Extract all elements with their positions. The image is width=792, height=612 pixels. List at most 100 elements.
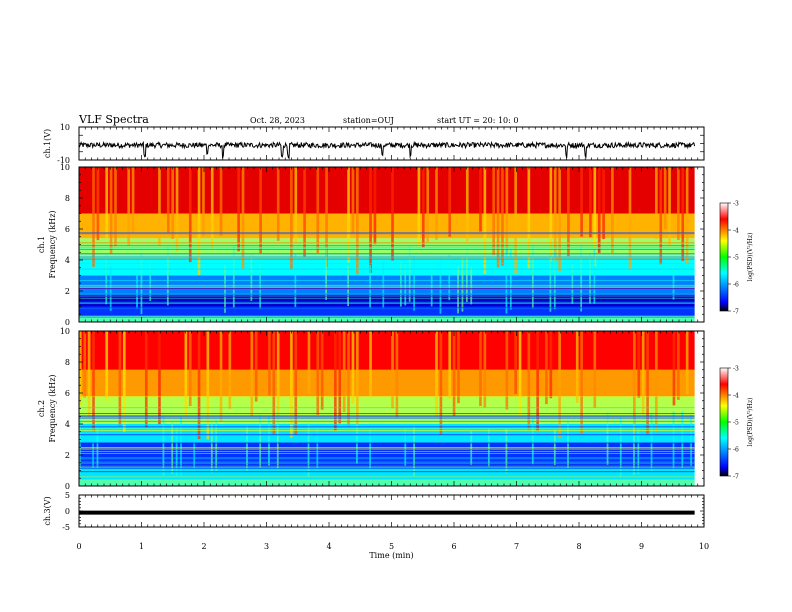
- ch1-spectrogram-streak: [232, 246, 235, 308]
- ch2-spectrogram-ytick-label: 0: [65, 482, 70, 491]
- ch2-spectrogram-band: [79, 369, 695, 397]
- ch1-spectrogram-streak: [276, 167, 280, 241]
- ch1-spectrogram-streak: [505, 248, 508, 314]
- time-tick-label: 8: [576, 542, 581, 551]
- ch1-spectrogram-streak: [290, 167, 293, 270]
- time-tick-label: 6: [451, 542, 456, 551]
- time-tick-label: 2: [201, 542, 206, 551]
- ch1-spectrogram-streak: [549, 167, 553, 262]
- ch1-spectrogram-streak: [448, 167, 452, 237]
- ch1-spectrogram-streak: [505, 167, 509, 253]
- ch2-spectrogram-streak: [527, 331, 531, 430]
- ch1-spectrogram-streak: [109, 167, 113, 255]
- ch1-spectrogram-streak: [259, 167, 262, 254]
- ch3-waveform-ytick-label: 5: [65, 491, 70, 500]
- ch1-colorbar-label: log(PSD)(V²/Hz): [747, 233, 754, 282]
- ch1-spectrogram-streak: [461, 255, 464, 312]
- ch1-spectrogram-panel: 0 2 4 6 8 10 ch.1 Frequency (kHz): [37, 163, 705, 327]
- station-label: station=OUJ: [343, 116, 394, 125]
- ch1-spectrogram-streak: [597, 167, 601, 253]
- ch2-spectrogram-streak: [404, 429, 407, 467]
- ch1-spectrogram-streak: [677, 167, 680, 241]
- time-tick-label: 7: [514, 542, 519, 551]
- ch2-spectrogram-streak: [105, 331, 109, 402]
- ch1-spectrogram-streak: [316, 167, 320, 254]
- ch2-spectrogram-ytick-label: 6: [65, 389, 70, 398]
- ch1-waveform-ytick-label: -10: [57, 156, 70, 165]
- ch1-spectrogram-streak: [158, 167, 161, 246]
- ch2-spectrogram-streak: [162, 415, 165, 476]
- ch2-spectrogram-streak: [79, 418, 81, 475]
- ch2-spectrogram-streak: [672, 331, 676, 406]
- time-tick-label: 5: [389, 542, 394, 551]
- time-axis: 0 1 2 3 4 5 6 7 8 9 10 Time (min): [76, 542, 709, 560]
- ch2-spectrogram-streak: [483, 331, 487, 408]
- ch2-colorbar-tick-label: -7: [733, 474, 739, 481]
- ch1-colorbar-tick-label: -5: [733, 255, 739, 262]
- ch1-spectrogram-streak: [114, 167, 117, 247]
- ch2-spectrogram-streak: [175, 426, 178, 476]
- ch2-spectrogram-streak: [215, 420, 218, 473]
- ch2-spectrogram-streak: [391, 331, 394, 409]
- ch1-spectrogram-streak: [483, 167, 487, 275]
- ch2-spectrogram-streak: [347, 331, 350, 426]
- ch1-spectrogram-streak: [580, 167, 583, 237]
- ch1-spectrogram-streak: [259, 262, 262, 309]
- ch2-spectrogram-ytick-label: 4: [65, 420, 70, 429]
- ch2-spectrogram-streak: [351, 331, 355, 404]
- ch1-spectrogram-streak: [589, 167, 592, 238]
- ch1-spectrogram-band: [79, 275, 695, 295]
- ch1-waveform-panel: 10 -10 ch.1(V): [43, 123, 705, 165]
- ch2-spectrogram-streak: [558, 331, 561, 439]
- ch2-spectrogram-streak: [83, 331, 87, 398]
- ch1-spectrogram-streak: [558, 167, 561, 272]
- ch2-spectrogram-streak: [250, 331, 254, 417]
- ch2-spectrogram-streak: [531, 417, 534, 465]
- ch2-spectrogram-streak: [254, 331, 258, 402]
- ch2-spectrogram-streak: [197, 331, 201, 440]
- ch2-spectrogram-streak: [448, 331, 452, 399]
- ch2-colorbar: -3 -4 -5 -6 -7 log(PSD)(V²/Hz): [719, 366, 754, 481]
- ch2-spectrogram-streak: [259, 415, 262, 468]
- ch1-spectrogram-streak: [105, 255, 108, 305]
- ch2-spectrogram-streak: [439, 331, 443, 435]
- ch1-spectrogram-streak: [369, 167, 372, 273]
- ch1-spectrogram-streak: [197, 167, 201, 276]
- ch1-spectrogram-band: [79, 256, 695, 276]
- ch2-spectrogram-streak: [479, 331, 482, 407]
- ch2-spectrogram-streak: [338, 331, 342, 424]
- ch1-spectrogram-streak: [580, 245, 583, 312]
- ch1-spectrogram-ylabel-frequency: Frequency (kHz): [48, 210, 57, 278]
- ch2-spectrogram-streak: [685, 331, 689, 395]
- ch2-spectrogram-streak: [290, 331, 293, 438]
- ch1-spectrogram-streak: [250, 255, 253, 301]
- ch1-waveform-trace: [78, 140, 696, 160]
- ch1-spectrogram-streak: [628, 167, 632, 270]
- ch2-spectrogram-streak: [505, 429, 508, 473]
- ch2-spectrogram-streak: [606, 412, 609, 465]
- ch2-colorbar-tick-label: -6: [733, 447, 739, 454]
- ch1-spectrogram-band: [79, 167, 695, 214]
- ch1-spectrogram-streak: [593, 167, 597, 267]
- ch2-spectrogram-streak: [307, 331, 311, 394]
- ch1-spectrogram-streak: [553, 167, 557, 262]
- ch2-spectrogram-streak: [206, 331, 210, 440]
- ch2-spectrogram-streak: [320, 331, 324, 410]
- ch2-spectrogram-ytick-label: 10: [60, 327, 70, 336]
- time-axis-label: Time (min): [369, 551, 413, 560]
- ch2-spectrogram-streak: [452, 331, 456, 417]
- ch1-spectrogram-streak: [241, 167, 245, 269]
- ch2-spectrogram-streak: [413, 426, 415, 477]
- ch2-spectrogram-ylabel-frequency: Frequency (kHz): [48, 374, 57, 442]
- ch1-spectrogram-streak: [465, 246, 468, 303]
- ch1-spectrogram-streak: [171, 167, 174, 239]
- ch2-spectrogram-streak: [435, 331, 438, 417]
- ch1-spectrogram-ytick-label: 10: [60, 163, 70, 172]
- ch2-spectrogram-streak: [184, 331, 188, 419]
- ch1-spectrogram-streak: [426, 167, 430, 242]
- ch1-spectrogram-streak: [96, 167, 100, 241]
- ch2-spectrogram-streak: [677, 331, 680, 400]
- ch1-spectrogram-streak: [105, 167, 109, 238]
- ch1-spectrogram-band: [79, 315, 695, 322]
- ch2-spectrogram-streak: [395, 331, 399, 418]
